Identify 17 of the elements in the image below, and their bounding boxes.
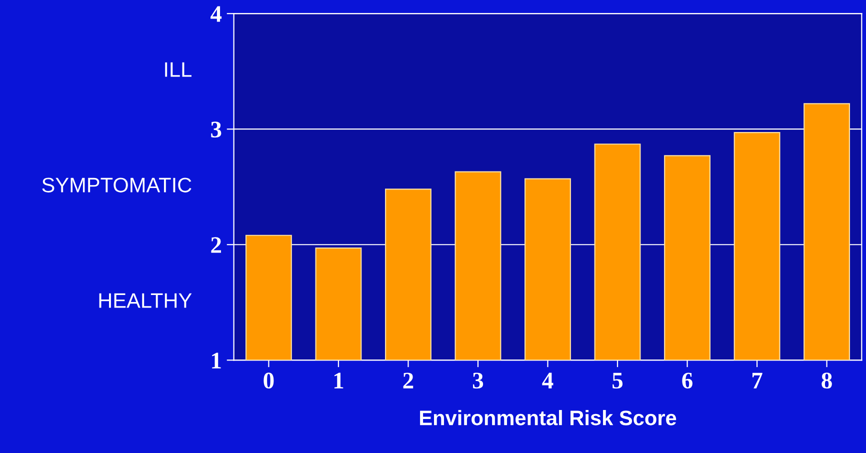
x-tick-label: 5	[612, 372, 623, 389]
x-tick-label: 0	[264, 372, 274, 389]
x-tick-label: 4	[542, 372, 554, 388]
y-tick-label: 1	[212, 352, 221, 368]
x-tick-label: 6	[682, 372, 692, 389]
x-tick-label: 8	[822, 372, 832, 389]
x-axis-title: Environmental Risk Score	[420, 410, 676, 426]
text: HEALTHY	[99, 293, 192, 308]
x-tick-label: 3	[472, 372, 484, 389]
x-tick-label: 7	[752, 372, 762, 388]
text: SYMPTOMATIC	[42, 178, 192, 192]
y-tick-label: 4	[210, 6, 222, 22]
text: ILL	[165, 62, 192, 77]
y-tick-label: 3	[211, 122, 222, 138]
x-tick-label: 2	[403, 372, 414, 388]
y-tick-label: 2	[211, 237, 221, 253]
x-tick-label: 1	[334, 372, 344, 388]
